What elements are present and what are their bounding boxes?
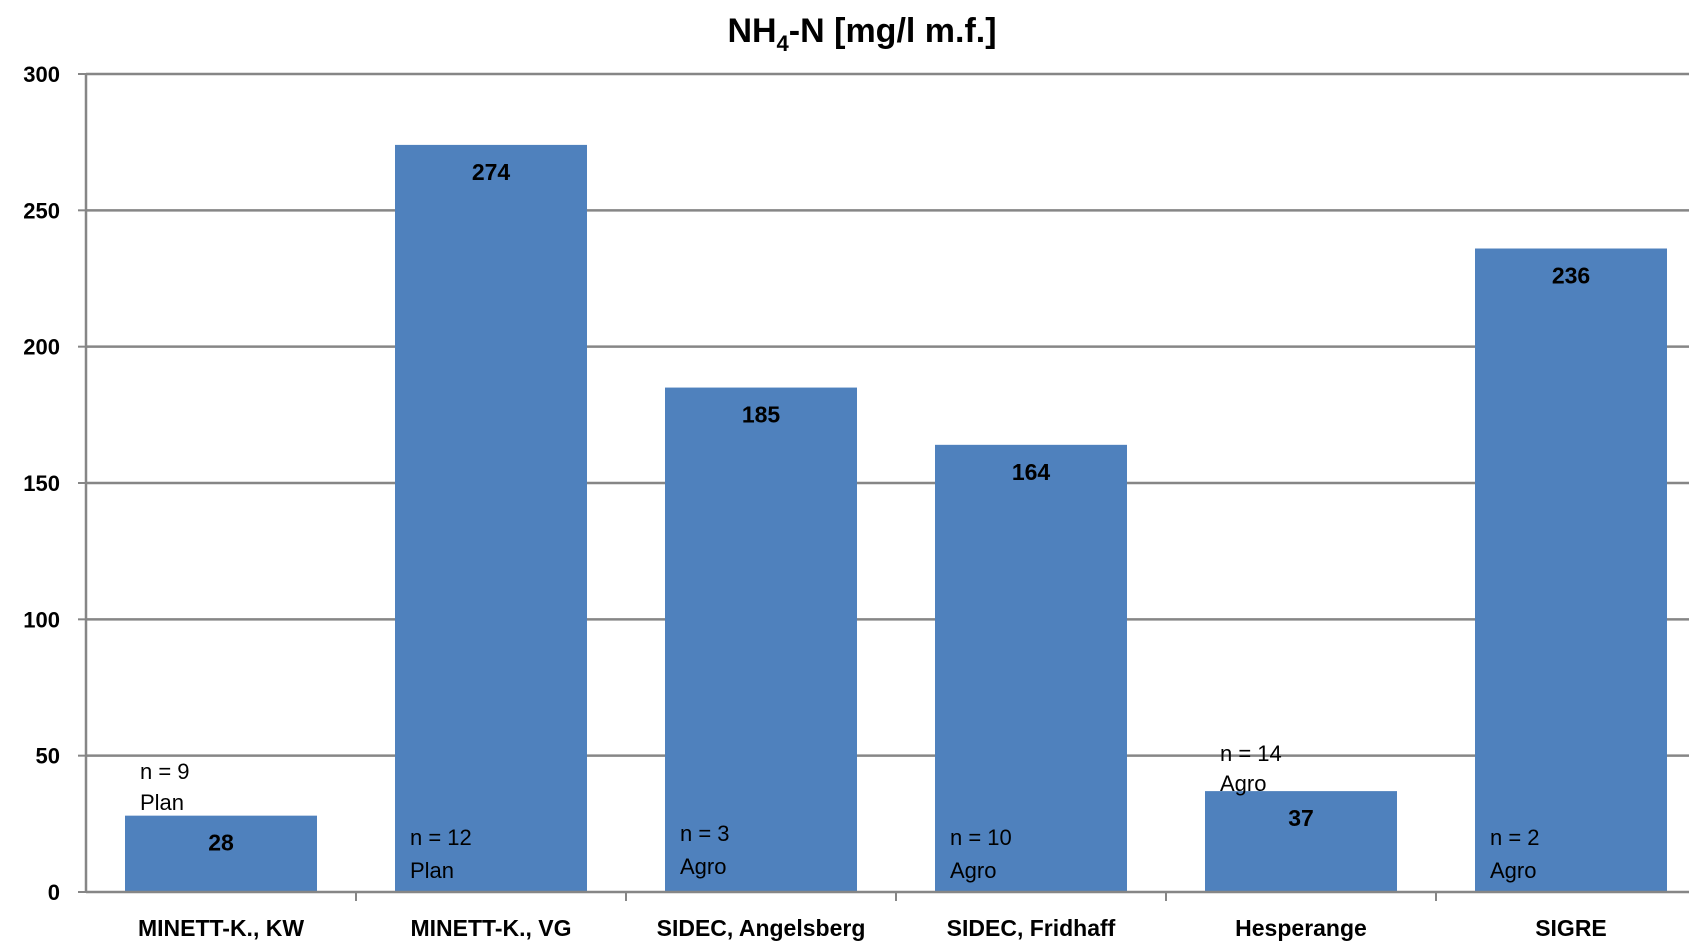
bar [125,815,317,892]
x-tick-label: MINETT-K., VG [411,915,572,941]
chart-title: NH4-N [mg/l m.f.] [727,12,996,56]
sample-type-label: Agro [950,858,996,883]
data-label: 274 [472,159,511,185]
sample-count-label: n = 2 [1490,825,1540,850]
bars [125,144,1667,893]
x-tick-label: SIGRE [1535,915,1607,941]
data-label: 37 [1288,805,1314,831]
data-label: 185 [742,402,781,428]
x-tick-label: SIDEC, Angelsberg [657,915,866,941]
title-subscript: 4 [777,31,790,56]
sample-count-label: n = 3 [680,821,730,846]
data-label: 28 [208,830,234,856]
x-tick-label: Hesperange [1235,915,1367,941]
bar [1205,791,1397,892]
x-tick-label: SIDEC, Fridhaff [947,915,1116,941]
y-tick-label: 100 [23,607,60,632]
sample-type-label: Agro [1220,771,1266,796]
axes [78,73,1689,901]
labels: 0 50 100 150 200 250 300 28 n = 9 Plan MINETT-K., … [23,62,1607,941]
title-rest: -N [mg/l m.f.] [789,12,997,50]
sample-count-label: n = 10 [950,825,1012,850]
bar [665,387,857,892]
gridlines [86,72,1689,757]
y-tick-label: 300 [23,62,60,87]
y-tick-label: 250 [23,198,60,223]
sample-type-label: Agro [680,854,726,879]
data-label: 236 [1552,263,1590,289]
bar [395,144,587,893]
y-tick-label: 200 [23,335,60,360]
y-tick-label: 0 [48,880,60,905]
title-main: NH [727,12,776,50]
sample-count-label: n = 12 [410,825,472,850]
y-tick-label: 50 [36,744,60,769]
sample-type-label: Plan [410,858,454,883]
sample-count-label: n = 14 [1220,741,1282,766]
x-tick-label: MINETT-K., KW [138,915,304,941]
sample-type-label: Plan [140,790,184,815]
bar [1475,248,1667,893]
data-label: 164 [1012,459,1051,485]
y-tick-label: 150 [23,471,60,496]
sample-count-label: n = 9 [140,759,190,784]
bar [935,444,1127,892]
sample-type-label: Agro [1490,858,1536,883]
